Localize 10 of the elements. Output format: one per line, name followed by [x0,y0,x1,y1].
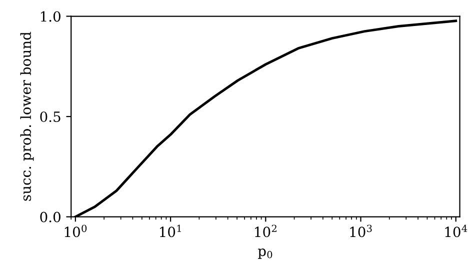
y-axis-title: succ. prob. lower bound [20,32,34,201]
x-tick-label: 10$^{3}$ [350,224,372,238]
x-axis-title: p$_{0}$ [258,248,272,259]
y-tick-label: 0.0 [40,212,60,222]
y-tick-label: 0.5 [40,112,60,122]
x-tick-label: 10$^{1}$ [160,224,181,238]
x-tick-label: 10$^{2}$ [255,224,276,238]
x-tick-label: 10$^{4}$ [445,224,468,238]
x-tick-label: 10$^{0}$ [64,224,87,238]
y-tick-label: 1.0 [40,11,60,22]
